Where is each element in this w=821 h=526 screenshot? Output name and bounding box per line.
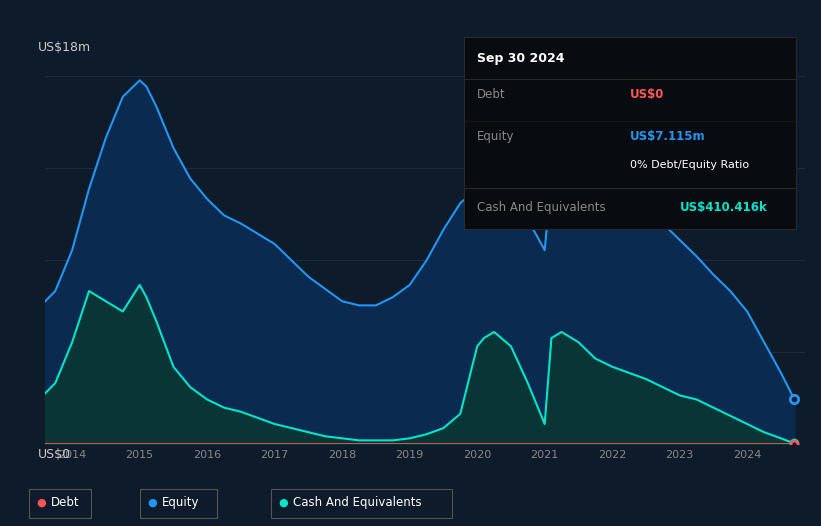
Text: Sep 30 2024: Sep 30 2024 (477, 52, 565, 65)
Text: Equity: Equity (162, 496, 200, 509)
Text: Debt: Debt (477, 88, 506, 101)
Text: ●: ● (36, 497, 46, 508)
Text: US$410.416k: US$410.416k (680, 201, 768, 214)
Text: US$18m: US$18m (38, 41, 90, 54)
Text: US$7.115m: US$7.115m (631, 130, 706, 143)
Text: Debt: Debt (51, 496, 80, 509)
Text: Equity: Equity (477, 130, 515, 143)
Text: US$0: US$0 (631, 88, 664, 101)
Text: ●: ● (147, 497, 157, 508)
Text: ●: ● (278, 497, 288, 508)
Text: US$0: US$0 (38, 448, 71, 461)
Text: 0% Debt/Equity Ratio: 0% Debt/Equity Ratio (631, 160, 750, 170)
Text: Cash And Equivalents: Cash And Equivalents (293, 496, 422, 509)
Text: Cash And Equivalents: Cash And Equivalents (477, 201, 606, 214)
